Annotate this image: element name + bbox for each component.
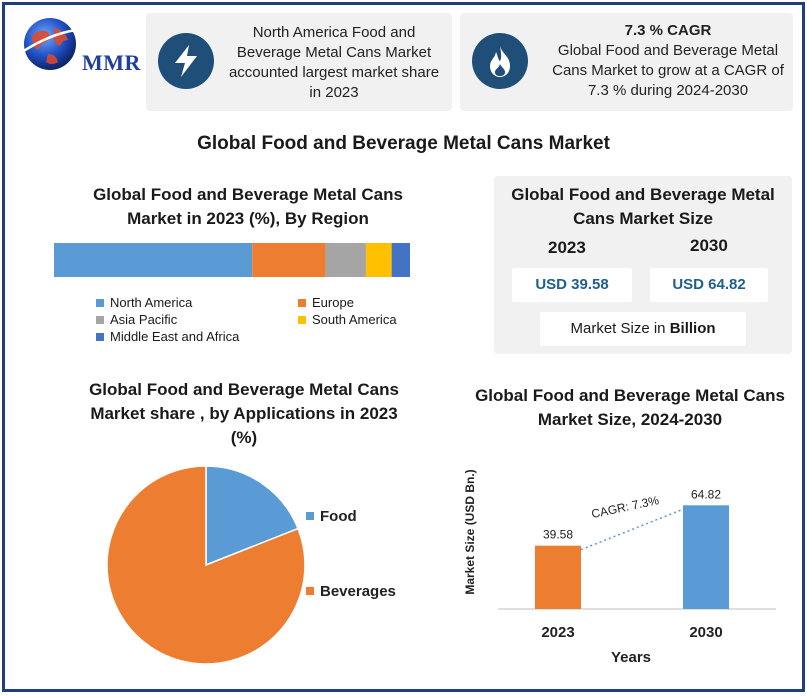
legend-label: South America	[312, 312, 397, 327]
cagr-callout: 7.3 % CAGR Global Food and Beverage Meta…	[460, 13, 793, 111]
cagr-trend-line	[580, 508, 684, 551]
cagr-description: Global Food and Beverage Metal Cans Mark…	[552, 42, 784, 99]
x-axis-title: Years	[611, 649, 651, 666]
region-segment-3	[365, 243, 392, 277]
region-legend-item: Asia Pacific	[96, 312, 177, 327]
region-stacked-bar	[54, 243, 410, 277]
y-axis-title: Market Size (USD Bn.)	[463, 469, 477, 594]
unit-bold: Billion	[669, 320, 716, 337]
region-segment-0	[54, 243, 253, 277]
region-legend-item: Europe	[298, 295, 354, 310]
region-segment-1	[252, 243, 326, 277]
bar-value-label: 64.82	[691, 487, 721, 501]
globe-icon	[21, 18, 77, 70]
legend-label: Europe	[312, 295, 354, 310]
pie-legend-label: Food	[320, 508, 357, 525]
mmr-logo: MMR	[18, 14, 143, 80]
year-2030-label: 2030	[690, 236, 728, 255]
region-legend-item: North America	[96, 295, 192, 310]
size-chart-title: Global Food and Beverage Metal Cans Mark…	[475, 386, 785, 429]
main-title: Global Food and Beverage Metal Cans Mark…	[197, 133, 610, 154]
region-legend-item: South America	[298, 312, 397, 327]
value-2023: USD 39.58	[512, 268, 632, 302]
x-tick-label: 2030	[689, 624, 722, 641]
region-chart-title: Global Food and Beverage Metal Cans Mark…	[93, 185, 403, 228]
pie-legend-label: Beverages	[320, 583, 396, 600]
region-segment-2	[325, 243, 366, 277]
region-callout-text: North America Food and Beverage Metal Ca…	[228, 24, 440, 101]
year-2023-label: 2023	[548, 238, 586, 257]
legend-label: North America	[110, 295, 193, 310]
legend-label: Asia Pacific	[110, 312, 178, 327]
cagr-title: 7.3 % CAGR	[624, 22, 712, 39]
application-pie-chart: Food Beverages	[106, 465, 396, 665]
region-segment-4	[391, 243, 410, 277]
x-tick-label: 2023	[541, 624, 574, 641]
legend-swatch	[96, 315, 104, 324]
bar-2023	[535, 545, 581, 609]
legend-label: Middle East and Africa	[110, 329, 240, 344]
pie-legend-swatch	[306, 512, 314, 520]
pie-slice-beverages	[106, 465, 306, 665]
market-size-bar-chart: 39.58 2023 64.82 2030 CAGR: 7.3% Years Market …	[463, 469, 776, 666]
unit-prefix: Market Size in	[570, 320, 670, 337]
cagr-annotation: CAGR: 7.3%	[590, 493, 660, 521]
flame-icon	[472, 33, 528, 89]
bar-value-label: 39.58	[543, 528, 573, 542]
logo-text: MMR	[82, 50, 141, 75]
application-chart-title: Global Food and Beverage Metal Cans Mark…	[89, 380, 399, 447]
legend-swatch	[298, 315, 306, 324]
legend-swatch	[298, 298, 306, 307]
market-size-title: Global Food and Beverage Metal Cans Mark…	[511, 185, 775, 228]
region-legend-item: Middle East and Africa	[96, 329, 239, 344]
pie-slice-food	[205, 465, 300, 567]
bar-2030	[683, 505, 729, 609]
region-callout: North America Food and Beverage Metal Ca…	[146, 13, 452, 111]
value-2030: USD 64.82	[650, 268, 768, 302]
legend-swatch	[96, 332, 104, 341]
pie-legend-swatch	[306, 587, 314, 595]
cagr-callout-text: 7.3 % CAGR Global Food and Beverage Meta…	[550, 21, 786, 101]
unit-label: Market Size in Billion	[540, 312, 746, 346]
legend-swatch	[96, 298, 104, 307]
lightning-icon	[158, 33, 214, 89]
